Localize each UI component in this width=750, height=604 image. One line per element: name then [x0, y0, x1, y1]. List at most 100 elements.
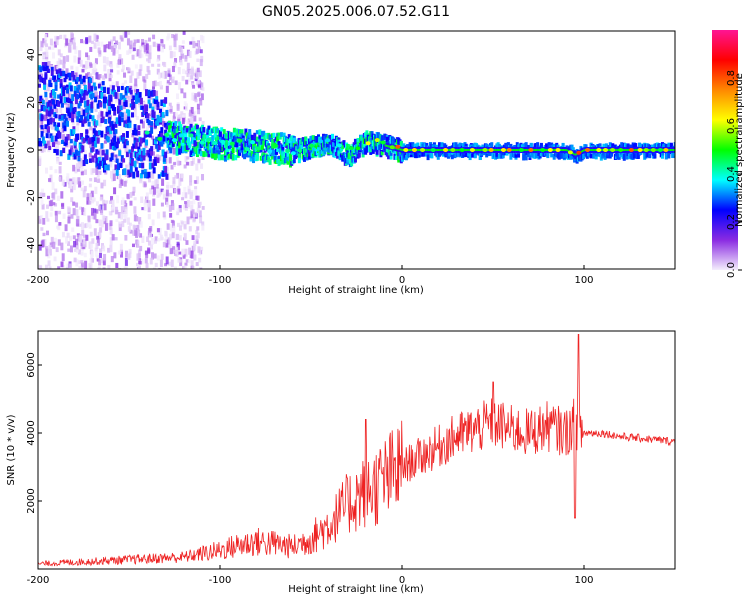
heatmap-cell	[125, 140, 129, 146]
heatmap-cell	[164, 165, 168, 173]
heatmap-cell	[80, 115, 84, 121]
heatmap-cell	[288, 153, 292, 161]
heatmap-cell	[64, 224, 68, 232]
heatmap-cell	[69, 98, 73, 105]
heatmap-cell	[93, 62, 97, 70]
heatmap-cell	[92, 137, 96, 142]
heatmap-cell	[126, 50, 130, 55]
colorbar: 0.00.20.40.60.8 Normalized spectral ampl…	[712, 30, 745, 278]
heatmap-cell	[165, 166, 169, 172]
heatmap-cell	[73, 140, 77, 146]
heatmap-cell	[153, 267, 157, 269]
heatmap-cell	[136, 253, 140, 261]
heatmap-cell	[199, 98, 203, 106]
heatmap-cell	[163, 215, 167, 220]
heatmap-cell	[229, 142, 233, 149]
heatmap-cell	[43, 105, 47, 112]
heatmap-cell	[199, 215, 203, 224]
heatmap-cell	[643, 148, 649, 152]
heatmap-cell	[71, 121, 75, 126]
heatmap-cell	[195, 163, 199, 171]
heatmap-cell	[168, 82, 172, 86]
heatmap-cell	[49, 117, 53, 125]
heatmap-cell	[118, 212, 122, 219]
heatmap-cell	[60, 261, 64, 268]
heatmap-cell	[77, 156, 81, 162]
heatmap-cell	[273, 155, 277, 162]
heatmap-cell	[152, 167, 156, 174]
heatmap-cell	[162, 102, 166, 108]
heatmap-cell	[115, 50, 119, 54]
heatmap-cell	[260, 135, 264, 142]
heatmap-cell	[180, 221, 184, 225]
heatmap-cell	[59, 83, 63, 89]
heatmap-cell	[61, 202, 65, 209]
heatmap-cell	[109, 96, 113, 102]
heatmap-cell	[369, 146, 373, 153]
heatmap-cell	[387, 152, 391, 160]
heatmap-cell	[108, 106, 112, 111]
heatmap-cell	[121, 141, 125, 149]
heatmap-cell	[75, 258, 79, 267]
heatmap-cell	[259, 148, 263, 153]
heatmap-cell	[118, 250, 122, 255]
heatmap-cell	[496, 149, 499, 151]
heatmap-cell	[114, 129, 118, 134]
heatmap-cell	[75, 66, 79, 74]
heatmap-cell	[450, 152, 454, 160]
heatmap-cell	[99, 196, 103, 202]
heatmap-cell	[44, 143, 48, 149]
heatmap-cell	[67, 153, 71, 160]
heatmap-cell	[441, 149, 444, 151]
heatmap-cell	[217, 154, 221, 161]
heatmap-cell	[109, 127, 113, 135]
heatmap-cell	[403, 148, 409, 152]
heatmap-cell	[183, 101, 187, 106]
heatmap-cell	[190, 106, 194, 114]
heatmap-cell	[151, 219, 155, 226]
heatmap-cell	[97, 164, 101, 170]
heatmap-cell	[374, 138, 380, 143]
heatmap-cell	[98, 111, 102, 118]
heatmap-cell	[131, 191, 135, 196]
heatmap-cell	[278, 159, 282, 165]
heatmap-cell	[78, 181, 82, 188]
heatmap-cell	[92, 168, 96, 174]
heatmap-cell	[78, 100, 82, 107]
heatmap-cell	[59, 93, 63, 99]
heatmap-cell	[99, 227, 103, 233]
heatmap-cell	[119, 105, 123, 111]
heatmap-cell	[120, 37, 124, 42]
heatmap-cell	[103, 44, 107, 53]
heatmap-cell	[613, 144, 617, 149]
x-tick-label: 100	[574, 575, 593, 586]
heatmap-cell	[93, 42, 97, 49]
heatmap-cell	[52, 192, 56, 200]
heatmap-cell	[97, 83, 101, 89]
heatmap-cell	[634, 149, 637, 151]
heatmap-cell	[540, 148, 546, 152]
heatmap-cell	[348, 146, 354, 151]
heatmap-cell	[133, 109, 137, 118]
heatmap-cell	[52, 99, 56, 105]
heatmap-cell	[176, 211, 180, 216]
heatmap-cell	[115, 98, 119, 103]
heatmap-cell	[480, 149, 483, 151]
heatmap-cell	[104, 73, 108, 79]
heatmap-cell	[604, 143, 608, 149]
heatmap-cell	[144, 39, 148, 45]
heatmap-cell	[189, 200, 193, 205]
heatmap-cell	[94, 250, 98, 257]
heatmap-cell	[160, 127, 164, 134]
heatmap-cell	[69, 245, 73, 253]
heatmap-cell	[147, 208, 151, 213]
heatmap-cell	[211, 151, 215, 159]
heatmap-cell	[177, 160, 181, 166]
heatmap-cell	[149, 233, 153, 238]
heatmap-cell	[121, 65, 125, 70]
heatmap-cell	[655, 149, 658, 151]
heatmap-cell	[76, 116, 80, 123]
heatmap-cell	[148, 130, 152, 138]
heatmap-cell	[573, 152, 576, 155]
heatmap-cell	[653, 153, 657, 159]
